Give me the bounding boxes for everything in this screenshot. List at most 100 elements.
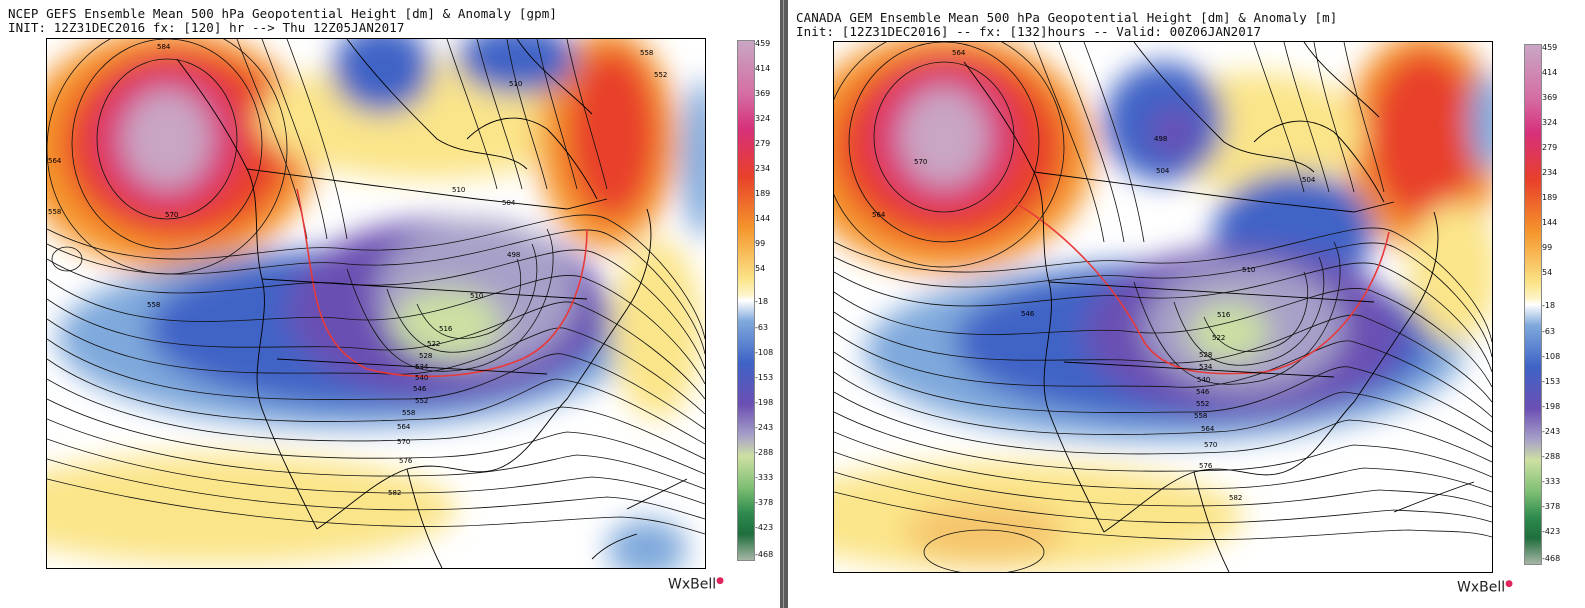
left-contour-label: 570	[397, 438, 410, 446]
colorbar-tick-label: 99	[1542, 243, 1553, 252]
right-map-graphic: 564 570 564 498 504 504 510 546 516 522 …	[834, 42, 1492, 572]
right-contour-label: 564	[872, 211, 886, 219]
colorbar-tick-label: -18	[1542, 301, 1556, 310]
colorbar-tick-label: -288	[1542, 452, 1561, 461]
colorbar-tick-label: 99	[755, 239, 766, 248]
right-contour-label: 546	[1196, 388, 1210, 396]
colorbar-tick-label: -423	[1542, 527, 1561, 536]
right-coastlines	[963, 42, 1475, 572]
wxbell-logo: WxBell●	[668, 576, 724, 593]
right-contour-label: 552	[1196, 400, 1209, 408]
left-contour-label: 576	[399, 457, 413, 465]
colorbar-tick-label: 144	[1542, 218, 1558, 227]
colorbar-tick-label: 414	[1542, 68, 1558, 77]
colorbar-tick-label: 234	[755, 164, 771, 173]
left-contour-label: 510	[509, 80, 522, 88]
colorbar-tick-label: -468	[1542, 554, 1561, 563]
left-map: 584 570 564 558 558 510 510 504 498 510 …	[46, 38, 706, 569]
colorbar-tick-label: -378	[1542, 502, 1561, 511]
colorbar-tick-label: 189	[1542, 193, 1558, 202]
left-contour-label: 552	[654, 71, 667, 79]
right-contour-label: 582	[1229, 494, 1242, 502]
right-contour-label: 576	[1199, 462, 1213, 470]
left-contour-label: 546	[413, 385, 427, 393]
colorbar-tick-label: 459	[1542, 43, 1558, 52]
left-contour-label: 564	[397, 423, 411, 431]
colorbar-tick-label: -153	[755, 373, 774, 382]
right-contour-label: 510	[1242, 266, 1255, 274]
right-height-contours	[834, 42, 1492, 572]
right-contour-label: 528	[1199, 351, 1212, 359]
left-colorbar	[737, 40, 755, 561]
colorbar-tick-label: -198	[1542, 402, 1561, 411]
right-contour-label: 522	[1212, 334, 1225, 342]
colorbar-tick-label: 144	[755, 214, 771, 223]
left-contour-label: 558	[48, 208, 61, 216]
left-contour-label: 534	[415, 363, 429, 371]
left-anomaly-field	[47, 39, 705, 568]
colorbar-tick-label: -198	[755, 398, 774, 407]
left-contour-label: 522	[427, 340, 440, 348]
right-contour-label: 534	[1199, 363, 1213, 371]
colorbar-tick-label: -153	[1542, 377, 1561, 386]
right-map: 564 570 564 498 504 504 510 546 516 522 …	[833, 41, 1493, 573]
left-contour-label: 540	[415, 374, 428, 382]
colorbar-tick-label: 279	[755, 139, 771, 148]
colorbar-tick-label: 369	[1542, 93, 1558, 102]
colorbar-tick-label: -468	[755, 550, 774, 559]
left-contour-label: 584	[157, 43, 171, 51]
right-contour-label: 564	[952, 49, 966, 57]
colorbar-tick-label: 189	[755, 189, 771, 198]
left-contour-label: 516	[439, 325, 453, 333]
colorbar-tick-label: -18	[755, 297, 769, 306]
right-zero-anomaly-contour	[1013, 201, 1390, 375]
left-contour-label: 558	[640, 49, 653, 57]
colorbar-tick-label: -63	[755, 323, 769, 332]
left-contour-label: 528	[419, 352, 432, 360]
left-panel: NCEP GEFS Ensemble Mean 500 hPa Geopoten…	[0, 0, 780, 608]
left-contour-label: 582	[388, 489, 401, 497]
left-contour-labels: 584 570 564 558 558 510 510 504 498 510 …	[48, 43, 667, 497]
right-contour-label: 564	[1201, 425, 1215, 433]
right-contour-label: 504	[1156, 167, 1170, 175]
left-contour-label: 504	[502, 199, 516, 207]
colorbar-tick-label: 324	[1542, 118, 1558, 127]
left-title-line1: NCEP GEFS Ensemble Mean 500 hPa Geopoten…	[8, 6, 558, 21]
left-contour-label: 498	[507, 251, 520, 259]
right-contour-label: 540	[1197, 376, 1210, 384]
right-panel: CANADA GEM Ensemble Mean 500 hPa Geopote…	[788, 0, 1585, 608]
colorbar-tick-label: -108	[1542, 352, 1561, 361]
colorbar-tick-label: 54	[755, 264, 766, 273]
colorbar-tick-label: -333	[755, 473, 774, 482]
left-contour-label: 552	[415, 397, 428, 405]
left-height-contours	[47, 39, 705, 535]
left-title-line2: INIT: 12Z31DEC2016 fx: [120] hr --> Thu …	[8, 20, 405, 35]
colorbar-tick-label: 234	[1542, 168, 1558, 177]
left-zero-anomaly-contour	[296, 188, 588, 378]
window-divider[interactable]	[780, 0, 788, 608]
right-contour-label: 516	[1217, 311, 1231, 319]
right-contour-label: 570	[914, 158, 927, 166]
left-map-graphic: 584 570 564 558 558 510 510 504 498 510 …	[47, 39, 705, 568]
colorbar-tick-label: -378	[755, 498, 774, 507]
colorbar-tick-label: -243	[755, 423, 774, 432]
colorbar-tick-label: -288	[755, 448, 774, 457]
colorbar-tick-label: 459	[755, 39, 771, 48]
left-contour-label: 564	[48, 157, 62, 165]
colorbar-tick-label: -423	[755, 523, 774, 532]
left-contour-label: 558	[402, 409, 415, 417]
colorbar-tick-label: -243	[1542, 427, 1561, 436]
colorbar-tick-label: -333	[1542, 477, 1561, 486]
right-colorbar	[1524, 44, 1542, 565]
colorbar-tick-label: 279	[1542, 143, 1558, 152]
colorbar-tick-label: -63	[1542, 327, 1556, 336]
right-title-line1: CANADA GEM Ensemble Mean 500 hPa Geopote…	[796, 10, 1338, 25]
left-coastlines	[176, 39, 688, 568]
colorbar-tick-label: 54	[1542, 268, 1553, 277]
left-contour-label: 510	[452, 186, 465, 194]
right-contour-label: 504	[1302, 176, 1316, 184]
left-contour-label: 558	[147, 301, 160, 309]
wxbell-logo: WxBell●	[1457, 579, 1513, 596]
colorbar-tick-label: 369	[755, 89, 771, 98]
right-title-line2: Init: [12Z31DEC2016] -- fx: [132]hours -…	[796, 24, 1262, 39]
